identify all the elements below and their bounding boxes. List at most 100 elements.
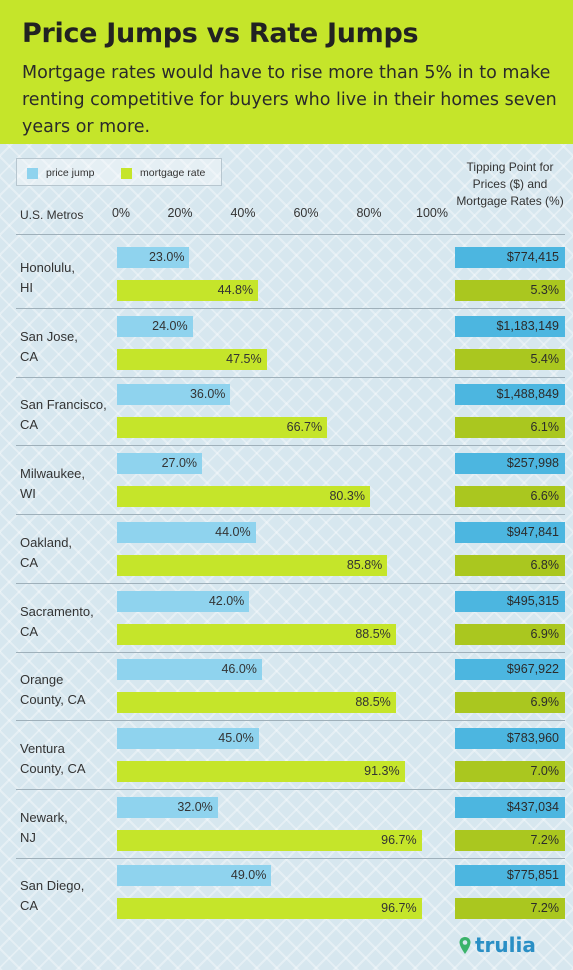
metro-label-line: CA — [20, 417, 39, 433]
mortgage-rate-value: 88.5% — [355, 626, 391, 641]
x-tick-label: 20% — [167, 206, 193, 220]
row-divider — [16, 651, 565, 653]
metro-label: Honolulu, HI — [20, 258, 120, 298]
row-divider — [16, 514, 565, 516]
tipping-price-box: $495,315 — [455, 590, 565, 612]
price-jump-value: 32.0% — [177, 799, 213, 814]
chart-subtitle: Mortgage rates would have to rise more t… — [22, 63, 557, 137]
price-jump-value: 24.0% — [152, 318, 188, 333]
legend: price jump mortgage rate — [16, 158, 222, 186]
metro-label-line: San Francisco, — [20, 397, 107, 413]
header-banner: Price Jumps vs Rate Jumps Mortgage rates… — [0, 0, 573, 144]
trulia-pin-icon — [459, 937, 471, 954]
legend-swatch-rate — [121, 168, 132, 179]
tipping-price-box: $257,998 — [455, 453, 565, 475]
metro-label-line: Honolulu, — [20, 260, 75, 275]
mortgage-rate-bar: 88.5% — [117, 623, 396, 645]
x-tick-label: 80% — [356, 206, 382, 220]
row-divider — [16, 234, 565, 235]
metro-label: Oakland, CA — [20, 533, 120, 573]
chart-title: Price Jumps vs Rate Jumps — [22, 18, 419, 49]
tipping-price-box: $774,415 — [455, 247, 565, 268]
price-jump-bar: 36.0% — [117, 384, 231, 406]
legend-label-rate: mortgage rate — [140, 167, 206, 179]
tipping-rate-box: 6.8% — [455, 554, 565, 576]
metro-label: Ventura County, CA — [20, 739, 120, 779]
tipping-rate-box: 7.2% — [455, 829, 565, 851]
price-jump-bar: 49.0% — [117, 865, 272, 887]
metro-label-line: Sacramento, — [20, 603, 94, 619]
mortgage-rate-bar: 96.7% — [117, 898, 422, 920]
tipping-rate-box: 5.4% — [455, 348, 565, 370]
price-jump-bar: 24.0% — [117, 315, 193, 337]
metros-column-header: U.S. Metros — [20, 208, 84, 222]
price-jump-bar: 46.0% — [117, 659, 262, 681]
tipping-price-box: $967,922 — [455, 659, 565, 681]
mortgage-rate-bar: 85.8% — [117, 554, 388, 576]
row-divider — [16, 788, 565, 790]
metro-label-line: HI — [20, 280, 33, 295]
price-jump-value: 49.0% — [230, 868, 267, 883]
metro-label: San Diego, CA — [20, 876, 120, 916]
price-jump-bar: 23.0% — [117, 247, 190, 268]
row-divider — [16, 720, 565, 722]
tipping-point-column-header: Tipping Point for Prices ($) and Mortgag… — [456, 160, 564, 208]
tipping-rate-box: 5.3% — [455, 280, 565, 301]
metro-label-line: WI — [20, 486, 36, 502]
metro-label-line: Ventura — [20, 740, 65, 756]
row-divider — [16, 445, 565, 447]
mortgage-rate-bar: 88.5% — [117, 692, 396, 714]
mortgage-rate-bar: 66.7% — [117, 417, 328, 439]
price-jump-bar: 27.0% — [117, 453, 203, 475]
metro-label-line: County, CA — [20, 760, 86, 776]
mortgage-rate-bar: 47.5% — [117, 348, 267, 370]
price-jump-value: 42.0% — [208, 593, 245, 608]
x-tick-label: 0% — [111, 206, 131, 220]
x-tick-label: 40% — [230, 206, 256, 220]
metro-label: San Jose, CA — [20, 327, 120, 367]
metro-label-line: Oakland, — [20, 534, 73, 550]
metro-label-line: CA — [20, 554, 39, 570]
metro-label: Sacramento, CA — [20, 602, 120, 642]
metro-label-line: Milwaukee, — [20, 466, 86, 482]
metro-label: Newark, NJ — [20, 808, 120, 848]
metro-label-line: CA — [20, 348, 39, 364]
price-jump-bar: 44.0% — [117, 521, 256, 543]
price-jump-value: 44.0% — [215, 524, 251, 539]
metro-label: Orange County, CA — [20, 670, 120, 710]
mortgage-rate-value: 44.8% — [217, 283, 254, 297]
mortgage-rate-value: 96.7% — [381, 901, 417, 916]
tipping-rate-box: 6.9% — [455, 692, 565, 714]
mortgage-rate-value: 66.7% — [286, 420, 323, 435]
metro-label-line: San Jose, — [20, 328, 78, 344]
mortgage-rate-bar: 44.8% — [117, 280, 259, 301]
tipping-rate-box: 6.6% — [455, 486, 565, 508]
legend-label-price: price jump — [46, 167, 95, 179]
metro-label-line: Newark, — [20, 809, 68, 825]
metro-label-line: County, CA — [20, 692, 86, 708]
metro-label-line: Orange — [20, 672, 64, 688]
mortgage-rate-value: 96.7% — [381, 832, 417, 847]
metro-label-line: NJ — [20, 829, 36, 845]
metro-label: San Francisco, CA — [20, 395, 120, 435]
mortgage-rate-bar: 96.7% — [117, 829, 422, 851]
tipping-price-box: $775,851 — [455, 865, 565, 887]
metro-label-line: CA — [20, 898, 39, 914]
mortgage-rate-bar: 91.3% — [117, 760, 405, 782]
tipping-price-box: $437,034 — [455, 796, 565, 818]
row-divider — [16, 376, 565, 378]
tipping-price-box: $783,960 — [455, 727, 565, 749]
price-jump-bar: 32.0% — [117, 796, 218, 818]
price-jump-value: 45.0% — [218, 730, 254, 745]
row-divider — [16, 308, 565, 309]
price-jump-value: 27.0% — [161, 456, 198, 471]
tipping-price-box: $1,183,149 — [455, 315, 565, 337]
mortgage-rate-value: 91.3% — [364, 763, 400, 778]
tipping-rate-box: 6.9% — [455, 623, 565, 645]
price-jump-value: 23.0% — [148, 250, 185, 264]
mortgage-rate-value: 47.5% — [226, 351, 262, 366]
trulia-logo: trulia — [475, 933, 536, 957]
tipping-rate-box: 7.2% — [455, 898, 565, 920]
mortgage-rate-value: 88.5% — [355, 695, 391, 710]
tipping-price-box: $947,841 — [455, 521, 565, 543]
